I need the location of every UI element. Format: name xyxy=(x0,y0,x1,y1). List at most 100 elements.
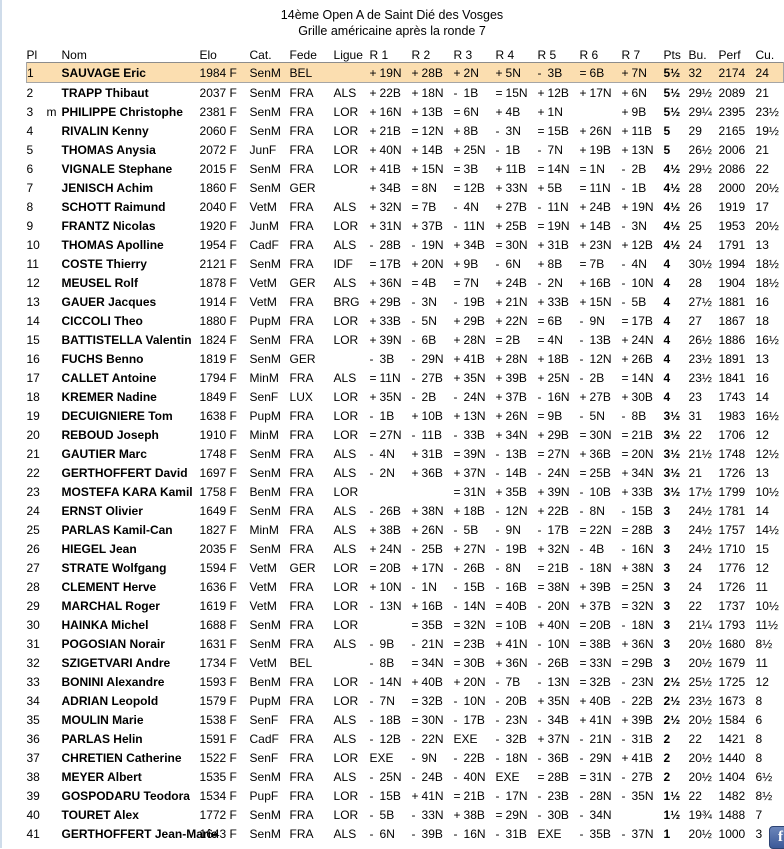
cell-ligue xyxy=(334,349,370,368)
table-row[interactable]: 35 MOULIN Marie 1538 F SenF FRA ALS -18B = 30N -1… xyxy=(27,710,784,729)
table-row[interactable]: 40 TOURET Alex 1772 F SenM FRA LOR -5B -33N +38B… xyxy=(27,805,784,824)
result-opponent: 1B xyxy=(631,180,647,195)
cell-r3: -17B xyxy=(454,710,496,729)
table-row[interactable]: 26 HIEGEL Jean 2035 F SenM FRA ALS +24N -25B +27… xyxy=(27,539,784,558)
table-row[interactable]: 21 GAUTIER Marc 1748 F SenM FRA ALS -4N +31B = 39… xyxy=(27,444,784,463)
table-row[interactable]: 41 GERTHOFFERT Jean-Marie 1643 F SenM FRA ALS… xyxy=(27,824,784,843)
cell-r6: +27B xyxy=(580,387,622,406)
table-row[interactable]: 33 BONINI Alexandre 1593 F BenM FRA LOR -14N +4… xyxy=(27,672,784,691)
table-row[interactable]: 19 DECUIGNIERE Tom 1638 F PupM FRA LOR -1B +10B… xyxy=(27,406,784,425)
table-row[interactable]: 18 KREMER Nadine 1849 F SenF LUX LOR +35N -2B -2… xyxy=(27,387,784,406)
cell-pts: 3 xyxy=(663,598,671,613)
table-row[interactable]: 30 HAINKA Michel 1688 F SenM FRA LOR = 35B = 32N =… xyxy=(27,615,784,634)
result-opponent: 10N xyxy=(463,693,486,708)
result-opponent: 15N xyxy=(589,294,612,309)
cell-t xyxy=(47,330,62,349)
cell-fede: FRA xyxy=(289,237,314,252)
result-sign: - xyxy=(495,560,500,575)
cell-perf: 1791 xyxy=(718,237,746,252)
cell-pl: 36 xyxy=(26,731,40,746)
table-row[interactable]: 1 SAUVAGE Eric 1984 F SenM BEL +19N +28B +2N +5N… xyxy=(26,62,784,83)
cell-cu: 22 xyxy=(755,161,769,176)
cell-r5: = 6B xyxy=(538,311,580,330)
cell-nom: BATTISTELLA Valentin xyxy=(61,332,192,347)
cell-nom: VIGNALE Stephane xyxy=(61,161,173,176)
table-row[interactable]: 23 MOSTEFA KARA Kamil 1758 F BenM FRA LOR = 31N… xyxy=(27,482,784,501)
table-row[interactable]: 20 REBOUD Joseph 1910 F MinM FRA LOR = 27N -11B -… xyxy=(27,425,784,444)
result-opponent: 34N xyxy=(631,465,654,480)
cell-r2: +13B xyxy=(412,102,454,121)
table-row[interactable]: 3 m PHILIPPE Christophe 2381 F SenM FRA LOR +16… xyxy=(27,102,784,121)
result-opponent: 7B xyxy=(421,199,437,214)
result-sign: - xyxy=(579,731,584,746)
cell-r5: -13N xyxy=(538,672,580,691)
table-row[interactable]: 22 GERTHOFFERT David 1697 F SenM FRA ALS -2N +3… xyxy=(27,463,784,482)
cell-pts: 3½ xyxy=(663,427,681,442)
table-row[interactable]: 4 RIVALIN Kenny 2060 F SenM FRA LOR +21B = 12N +8… xyxy=(27,121,784,140)
column-header-elo: Elo xyxy=(199,48,217,62)
result-opponent: 28N xyxy=(463,332,486,347)
table-row[interactable]: 38 MEYER Albert 1535 F SenM FRA ALS -25N -24B -4… xyxy=(27,767,784,786)
result-opponent: 31N xyxy=(589,769,612,784)
cell-bu: 26½ xyxy=(688,142,712,157)
cell-elo: 1643 F xyxy=(199,826,237,841)
table-row[interactable]: 31 POGOSIAN Norair 1631 F SenM FRA ALS -9B -21N… xyxy=(27,634,784,653)
table-row[interactable]: 34 ADRIAN Leopold 1579 F PupM FRA LOR -7N = 32B -… xyxy=(27,691,784,710)
table-row[interactable]: 13 GAUER Jacques 1914 F VetM FRA BRG +29B -3N -1… xyxy=(27,292,784,311)
table-row[interactable]: 37 CHRETIEN Catherine 1522 F SenF FRA LOR EXE -… xyxy=(27,748,784,767)
facebook-icon[interactable]: f xyxy=(769,826,784,849)
cell-fede: FRA xyxy=(289,408,314,423)
result-sign: = xyxy=(537,332,545,347)
cell-fede: FRA xyxy=(289,503,314,518)
table-row[interactable]: 28 CLEMENT Herve 1636 F VetM FRA LOR +10N -1N -1… xyxy=(27,577,784,596)
result-opponent: 29N xyxy=(589,750,612,765)
table-row[interactable]: 27 STRATE Wolfgang 1594 F VetM GER LOR = 20B +17… xyxy=(27,558,784,577)
table-row[interactable]: 7 JENISCH Achim 1860 F SenM GER +34B = 8N = 12B +3… xyxy=(27,178,784,197)
cell-r7: -5B xyxy=(622,292,664,311)
cell-elo: 2015 F xyxy=(199,161,237,176)
cell-pts: 4½ xyxy=(663,161,681,176)
result-sign: - xyxy=(621,731,626,746)
table-row[interactable]: 17 CALLET Antoine 1794 F MinM FRA ALS = 11N -27B… xyxy=(27,368,784,387)
result-sign: + xyxy=(537,85,545,100)
table-row[interactable]: 25 PARLAS Kamil-Can 1827 F MinM FRA ALS +38B +2… xyxy=(27,520,784,539)
table-row[interactable]: 12 MEUSEL Rolf 1878 F VetM GER ALS +36N = 4B = 7N +… xyxy=(27,273,784,292)
table-row[interactable]: 39 GOSPODARU Teodora 1534 F PupF FRA LOR -15B +… xyxy=(27,786,784,805)
table-row[interactable]: 16 FUCHS Benno 1819 F SenM GER -3B -29N +41B +28… xyxy=(27,349,784,368)
cell-perf: 1841 xyxy=(718,370,746,385)
table-row[interactable]: 36 PARLAS Helin 1591 F CadF FRA ALS -12B -22N EX… xyxy=(27,729,784,748)
result-sign: - xyxy=(369,503,374,518)
cell-ligue xyxy=(333,62,370,83)
table-row[interactable]: 24 ERNST Olivier 1649 F SenM FRA ALS -26B +38N +… xyxy=(27,501,784,520)
table-row[interactable]: 15 BATTISTELLA Valentin 1824 F SenM FRA LOR +3… xyxy=(27,330,784,349)
result-opponent: 8N xyxy=(421,180,437,195)
cell-r5: = 38N xyxy=(538,577,580,596)
result-sign: + xyxy=(621,351,629,366)
table-row[interactable]: 5 THOMAS Anysia 2072 F JunF FRA LOR +40N +14B +2… xyxy=(27,140,784,159)
cell-bu: 22 xyxy=(688,598,702,613)
cell-r1: -1B xyxy=(370,406,412,425)
cell-fede: FRA xyxy=(289,617,314,632)
table-row[interactable]: 32 SZIGETVARI Andre 1734 F VetM BEL -8B = 34N = 3… xyxy=(27,653,784,672)
cell-r3: -26B xyxy=(454,558,496,577)
table-row[interactable]: 6 VIGNALE Stephane 2015 F SenM FRA LOR +41B +15… xyxy=(27,159,784,178)
cell-cu: 11 xyxy=(755,579,768,594)
table-row[interactable]: 8 SCHOTT Raimund 2040 F VetM FRA ALS +32N = 7B -4… xyxy=(27,197,784,216)
table-row[interactable]: 9 FRANTZ Nicolas 1920 F JunM FRA LOR +31N +37B -… xyxy=(27,216,784,235)
table-row[interactable]: 14 CICCOLI Theo 1880 F PupM FRA LOR +33B -5N +29… xyxy=(27,311,784,330)
table-row[interactable]: 10 THOMAS Apolline 1954 F CadF FRA ALS -28B -19… xyxy=(27,235,784,254)
cell-r2: = 8N xyxy=(412,178,454,197)
cell-r1: -18B xyxy=(370,710,412,729)
result-sign: - xyxy=(537,142,542,157)
cell-ligue: ALS xyxy=(333,199,357,214)
result-sign: - xyxy=(537,636,542,651)
cell-ligue: LOR xyxy=(333,389,359,404)
cell-cu: 8 xyxy=(755,693,763,708)
cell-r2: = 30N xyxy=(412,710,454,729)
table-row[interactable]: 11 COSTE Thierry 2121 F SenM FRA IDF = 17B +20N +… xyxy=(27,254,784,273)
result-opponent: 33B xyxy=(463,427,485,442)
result-opponent: 26N xyxy=(589,123,612,138)
result-sign: - xyxy=(369,446,374,461)
table-row[interactable]: 2 TRAPP Thibaut 2037 F SenM FRA ALS +22B +18N -1… xyxy=(27,83,784,103)
table-row[interactable]: 29 MARCHAL Roger 1619 F VetM FRA LOR -13N +16B -… xyxy=(27,596,784,615)
